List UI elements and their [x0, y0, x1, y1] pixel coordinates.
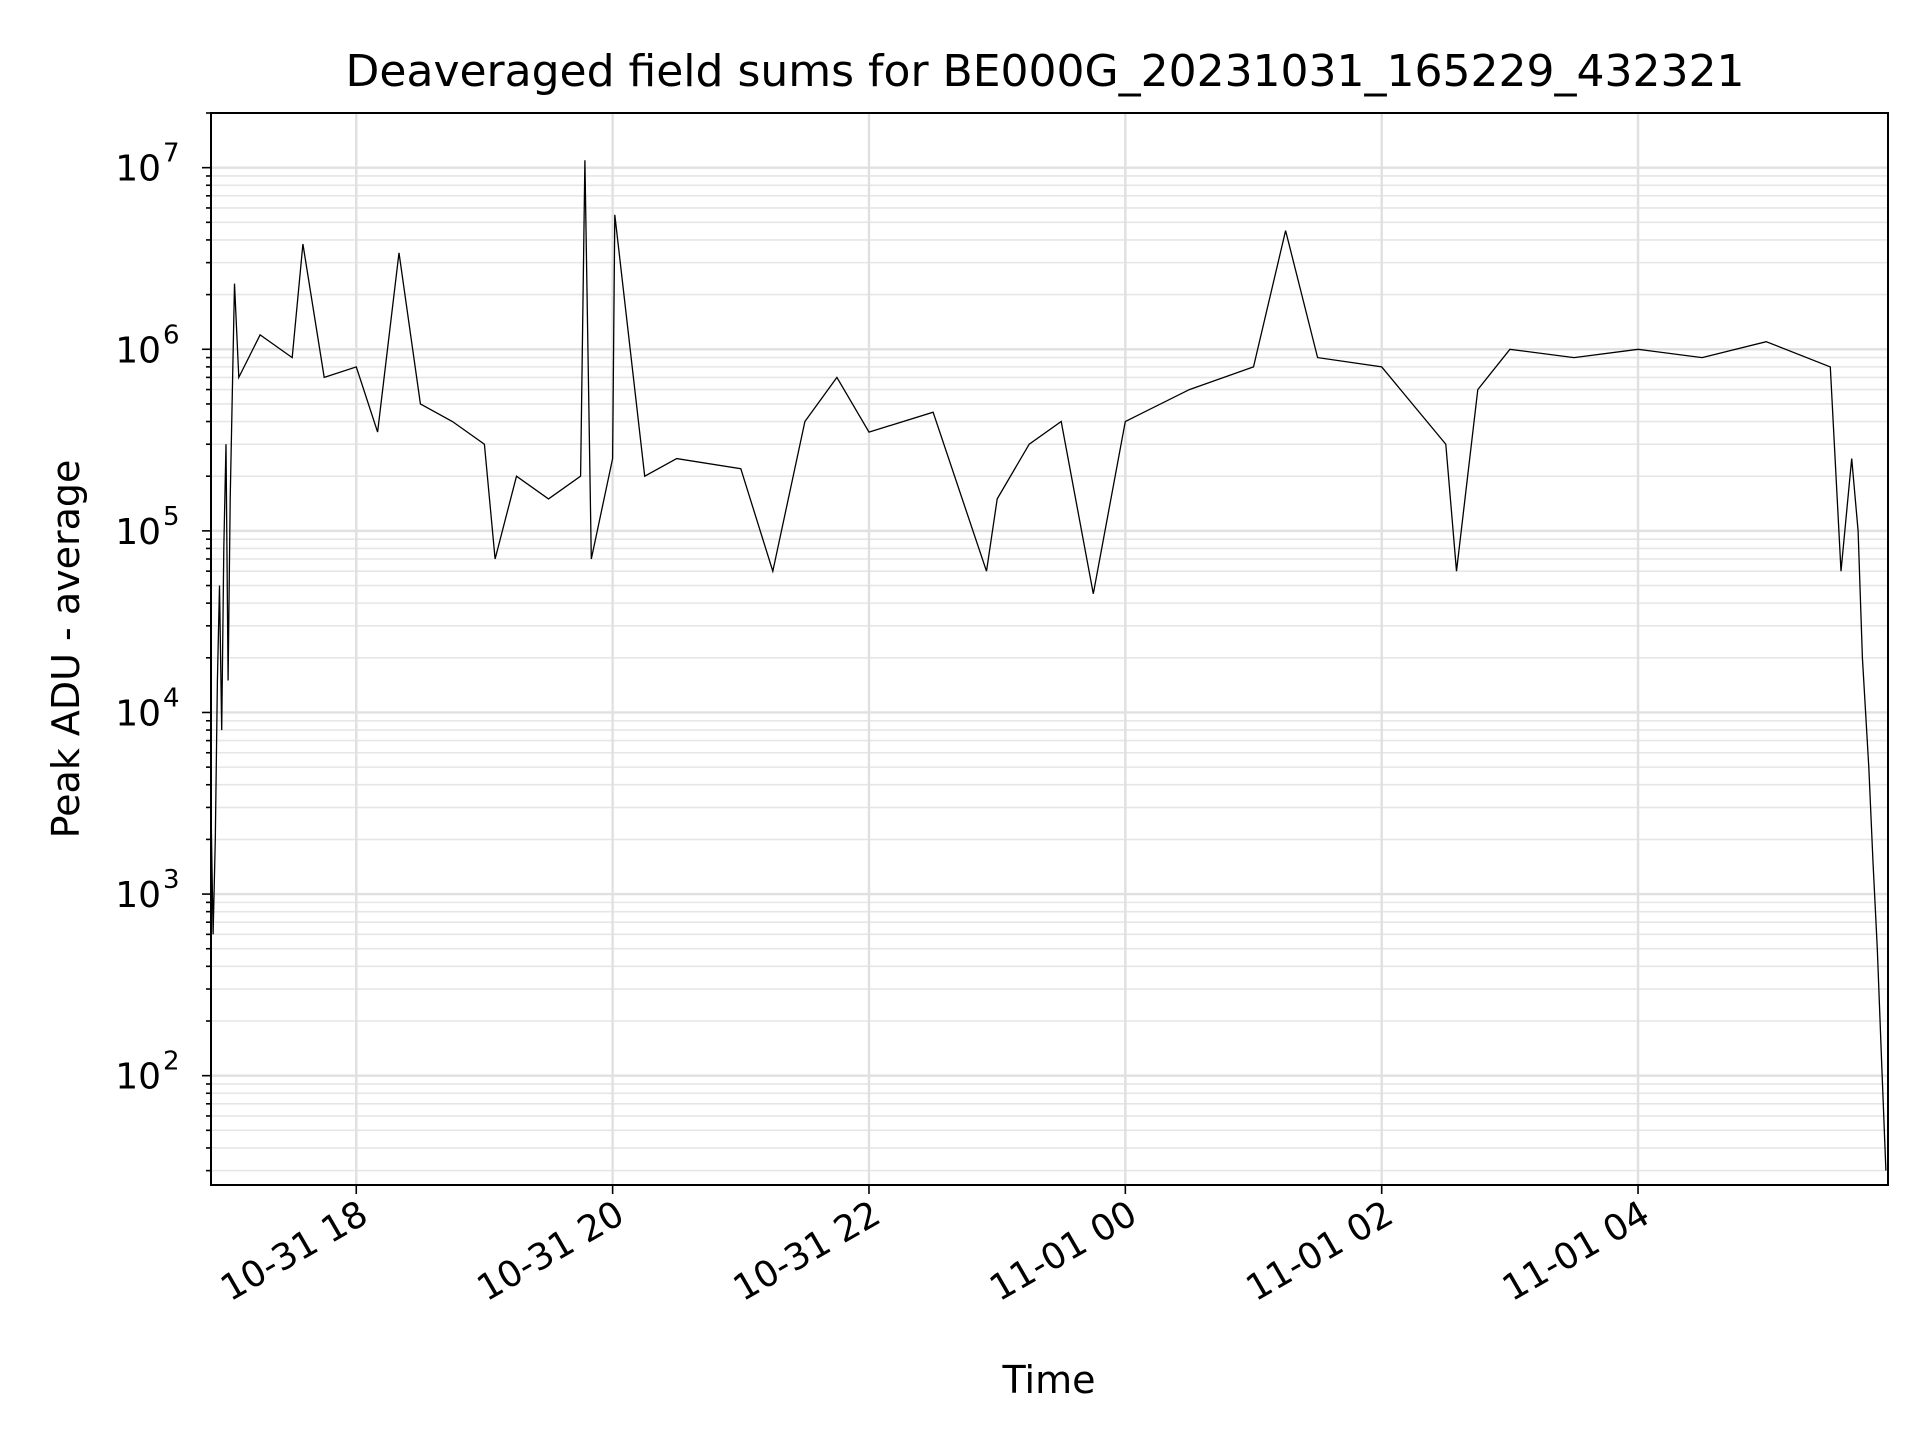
y-tick-label: 10 — [115, 875, 161, 916]
plot-frame — [210, 112, 1889, 1186]
chart-title: Deaveraged field sums for BE000G_2023103… — [346, 46, 1745, 97]
y-tick-label: 10 — [115, 693, 161, 734]
y-tick-exponent: 6 — [163, 320, 180, 350]
y-tick-exponent: 5 — [163, 502, 180, 532]
plot-area — [211, 160, 1887, 1171]
y-tick-label: 10 — [115, 512, 161, 553]
y-tick-exponent: 4 — [163, 683, 180, 713]
y-tick-label: 10 — [115, 1057, 161, 1098]
y-tick-label: 10 — [115, 149, 161, 190]
y-tick-exponent: 2 — [163, 1047, 180, 1077]
y-axis-label: Peak ADU - average — [44, 460, 88, 839]
x-axis-label: Time — [1002, 1358, 1096, 1402]
grid — [211, 112, 1888, 1185]
y-tick-exponent: 7 — [163, 139, 180, 169]
y-tick-label: 10 — [115, 330, 161, 371]
series-line — [211, 160, 1887, 1171]
y-tick-exponent: 3 — [163, 865, 180, 895]
